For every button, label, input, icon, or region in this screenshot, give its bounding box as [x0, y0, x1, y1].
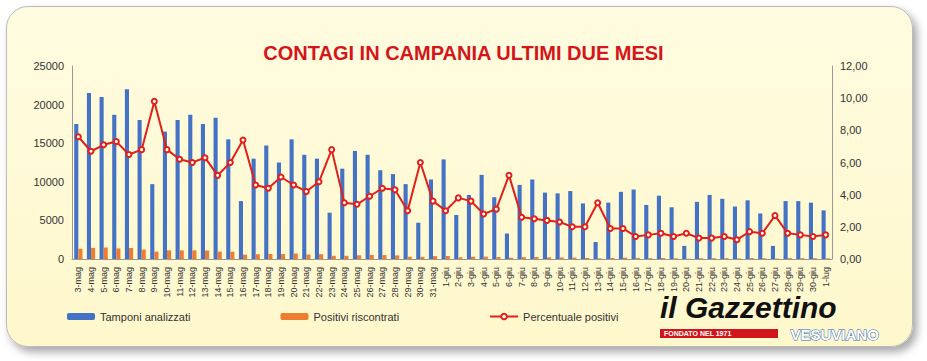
svg-text:17-giu: 17-giu: [643, 267, 653, 292]
svg-text:1-giu: 1-giu: [441, 267, 451, 287]
svg-text:12,00: 12,00: [840, 60, 868, 72]
svg-text:2-giu: 2-giu: [453, 267, 463, 287]
svg-text:15-giu: 15-giu: [618, 267, 628, 292]
svg-text:18-mag: 18-mag: [263, 267, 273, 298]
svg-text:29-giu: 29-giu: [795, 267, 805, 292]
svg-text:19-giu: 19-giu: [669, 267, 679, 292]
svg-text:15-mag: 15-mag: [225, 267, 235, 298]
svg-text:3-giu: 3-giu: [466, 267, 476, 287]
svg-text:24-mag: 24-mag: [339, 267, 349, 298]
svg-text:6-mag: 6-mag: [111, 267, 121, 293]
svg-text:21-giu: 21-giu: [694, 267, 704, 292]
svg-text:VESUVIANO: VESUVIANO: [791, 326, 880, 343]
svg-text:13-mag: 13-mag: [200, 267, 210, 298]
svg-text:6,00: 6,00: [840, 157, 861, 169]
svg-text:7-giu: 7-giu: [517, 267, 527, 287]
svg-text:8,00: 8,00: [840, 124, 861, 136]
svg-text:FONDATO NEL 1971: FONDATO NEL 1971: [664, 330, 731, 337]
svg-text:il Gazzettino: il Gazzettino: [660, 291, 837, 324]
svg-text:10-mag: 10-mag: [162, 267, 172, 298]
svg-text:26-giu: 26-giu: [757, 267, 767, 292]
svg-text:11-mag: 11-mag: [175, 267, 185, 297]
svg-text:19-mag: 19-mag: [276, 267, 286, 298]
svg-text:20000: 20000: [33, 99, 64, 111]
svg-text:30-mag: 30-mag: [415, 267, 425, 298]
svg-text:12-giu: 12-giu: [580, 267, 590, 292]
svg-text:Tamponi analizzati: Tamponi analizzati: [100, 311, 191, 323]
svg-text:17-mag: 17-mag: [251, 267, 261, 298]
svg-text:15000: 15000: [33, 137, 64, 149]
svg-text:10,00: 10,00: [840, 92, 868, 104]
svg-text:24-giu: 24-giu: [732, 267, 742, 292]
svg-text:CONTAGI IN CAMPANIA ULTIMI DUE: CONTAGI IN CAMPANIA ULTIMI DUE MESI: [263, 42, 663, 64]
svg-text:Percentuale positivi: Percentuale positivi: [523, 311, 618, 323]
svg-text:20-mag: 20-mag: [289, 267, 299, 298]
svg-text:27-mag: 27-mag: [377, 267, 387, 298]
svg-text:23-giu: 23-giu: [719, 267, 729, 292]
svg-text:11-giu: 11-giu: [567, 267, 577, 291]
svg-text:4-mag: 4-mag: [86, 267, 96, 293]
svg-text:14-mag: 14-mag: [213, 267, 223, 298]
svg-text:4,00: 4,00: [840, 189, 861, 201]
svg-text:20-giu: 20-giu: [681, 267, 691, 292]
svg-text:3-mag: 3-mag: [73, 267, 83, 293]
svg-text:28-mag: 28-mag: [390, 267, 400, 298]
svg-text:Positivi riscontrati: Positivi riscontrati: [313, 311, 399, 323]
svg-text:2,00: 2,00: [840, 221, 861, 233]
svg-text:25-giu: 25-giu: [745, 267, 755, 292]
svg-text:4-giu: 4-giu: [479, 267, 489, 287]
svg-text:8-mag: 8-mag: [137, 267, 147, 293]
svg-text:25000: 25000: [33, 60, 64, 72]
svg-text:26-mag: 26-mag: [365, 267, 375, 298]
svg-text:6-giu: 6-giu: [504, 267, 514, 287]
svg-text:10-giu: 10-giu: [555, 267, 565, 292]
svg-text:9-mag: 9-mag: [149, 267, 159, 293]
svg-text:8-giu: 8-giu: [529, 267, 539, 287]
svg-text:27-giu: 27-giu: [770, 267, 780, 292]
svg-text:5-mag: 5-mag: [99, 267, 109, 293]
svg-text:29-mag: 29-mag: [403, 267, 413, 298]
svg-text:16-mag: 16-mag: [238, 267, 248, 298]
svg-text:25-mag: 25-mag: [352, 267, 362, 298]
svg-text:14-giu: 14-giu: [605, 267, 615, 292]
svg-text:5000: 5000: [40, 214, 64, 226]
svg-text:16-giu: 16-giu: [631, 267, 641, 292]
svg-text:0,00: 0,00: [840, 253, 861, 265]
svg-text:10000: 10000: [33, 176, 64, 188]
svg-text:21-mag: 21-mag: [301, 267, 311, 298]
svg-text:31-mag: 31-mag: [428, 267, 438, 298]
svg-text:1-lug: 1-lug: [821, 267, 831, 287]
svg-text:9-giu: 9-giu: [542, 267, 552, 287]
svg-text:5-giu: 5-giu: [491, 267, 501, 287]
svg-text:7-mag: 7-mag: [124, 267, 134, 293]
svg-text:22-giu: 22-giu: [707, 267, 717, 292]
svg-text:0: 0: [58, 253, 64, 265]
svg-text:23-mag: 23-mag: [327, 267, 337, 298]
svg-text:13-giu: 13-giu: [593, 267, 603, 292]
svg-text:28-giu: 28-giu: [783, 267, 793, 292]
svg-text:12-mag: 12-mag: [187, 267, 197, 298]
svg-text:30-giu: 30-giu: [808, 267, 818, 292]
svg-text:22-mag: 22-mag: [314, 267, 324, 298]
svg-text:18-giu: 18-giu: [656, 267, 666, 292]
